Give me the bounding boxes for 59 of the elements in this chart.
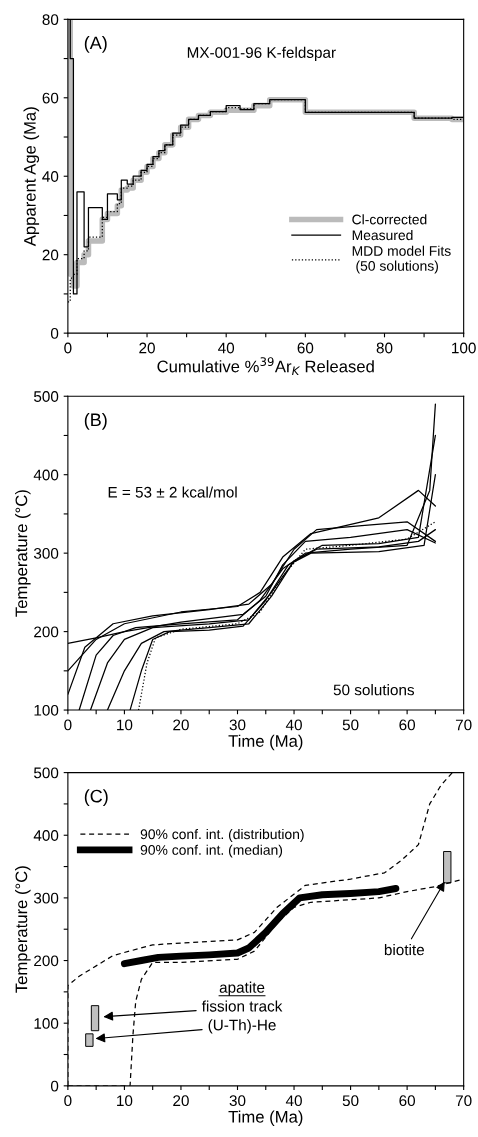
x-tick-label: 60 — [297, 342, 314, 354]
annotation: E = 53 ± 2 kcal/mol — [108, 486, 237, 498]
x-tick-label: 50 — [342, 719, 359, 731]
x-tick-label: 20 — [139, 342, 155, 354]
x-tick-label: 30 — [229, 1095, 246, 1107]
x-tick-label: 100 — [452, 342, 476, 354]
y-tick-label: 500 — [33, 391, 59, 402]
y-tick-label: 400 — [33, 830, 59, 841]
x-tick-label: 30 — [229, 719, 246, 731]
y-tick-label: 300 — [33, 892, 59, 904]
x-tick-label: 0 — [64, 719, 72, 731]
x-tick-label: 10 — [117, 719, 133, 731]
x-tick-label: 60 — [399, 719, 416, 731]
y-tick-label: 100 — [34, 704, 59, 716]
legend-label: Measured — [352, 229, 413, 241]
x-tick-label: 50 — [342, 1095, 359, 1107]
y-axis-title: Apparent Age (Ma) — [23, 107, 40, 247]
y-tick-label: 0 — [50, 328, 59, 339]
legend-label: 90% conf. int. (median) — [140, 844, 283, 858]
x-tick-label: 60 — [399, 1095, 416, 1107]
y-tick-label: 300 — [33, 548, 59, 559]
annotation: MX-001-96 K-feldspar — [187, 46, 336, 61]
x-axis-title: Time (Ma) — [228, 734, 303, 751]
y-axis-title: Temperature (°C) — [15, 490, 31, 617]
x-tick-label: 80 — [376, 342, 393, 354]
x-tick-label: 40 — [218, 342, 235, 354]
y-tick-label: 60 — [42, 92, 59, 104]
y-tick-label: 400 — [33, 469, 59, 481]
x-tick-label: 10 — [117, 1095, 133, 1107]
x-tick-label: 70 — [455, 719, 472, 731]
annotation: apatite — [219, 981, 265, 996]
x-axis-title: Cumulative %$^{39}$Ar$_{K}$ Released — [157, 357, 374, 375]
y-tick-label: 40 — [42, 171, 59, 182]
annotation: (A) — [84, 36, 107, 53]
y-axis-title: Temperature (°C) — [15, 866, 31, 993]
y-tick-label: 20 — [42, 249, 59, 261]
annotation: (U-Th)-He — [208, 1019, 276, 1034]
x-axis-title: Time (Ma) — [228, 1110, 303, 1127]
y-tick-label: 100 — [34, 1018, 59, 1029]
annotation: biotite — [384, 944, 424, 956]
annotation: (B) — [84, 412, 107, 430]
x-tick-label: 70 — [455, 1095, 472, 1107]
annotation: 50 solutions — [333, 684, 415, 696]
y-tick-label: 200 — [34, 626, 59, 638]
x-tick-label: 0 — [64, 342, 72, 354]
annotation: fission track — [201, 1000, 283, 1012]
y-tick-label: 200 — [34, 955, 59, 967]
legend-label: Cl-corrected — [352, 214, 427, 225]
x-tick-label: 20 — [173, 1095, 189, 1107]
x-tick-label: 40 — [285, 1095, 302, 1107]
y-tick-label: 500 — [33, 767, 59, 779]
annotation: (C) — [84, 789, 108, 807]
x-tick-label: 0 — [64, 1095, 72, 1107]
x-tick-label: 40 — [285, 719, 302, 731]
y-tick-label: 80 — [42, 14, 59, 26]
legend-label: 90% conf. int. (distribution) — [140, 828, 304, 842]
x-tick-label: 20 — [173, 719, 189, 731]
legend-label: MDD model Fits (50 solutions) — [352, 245, 451, 274]
y-tick-label: 0 — [50, 1080, 59, 1092]
